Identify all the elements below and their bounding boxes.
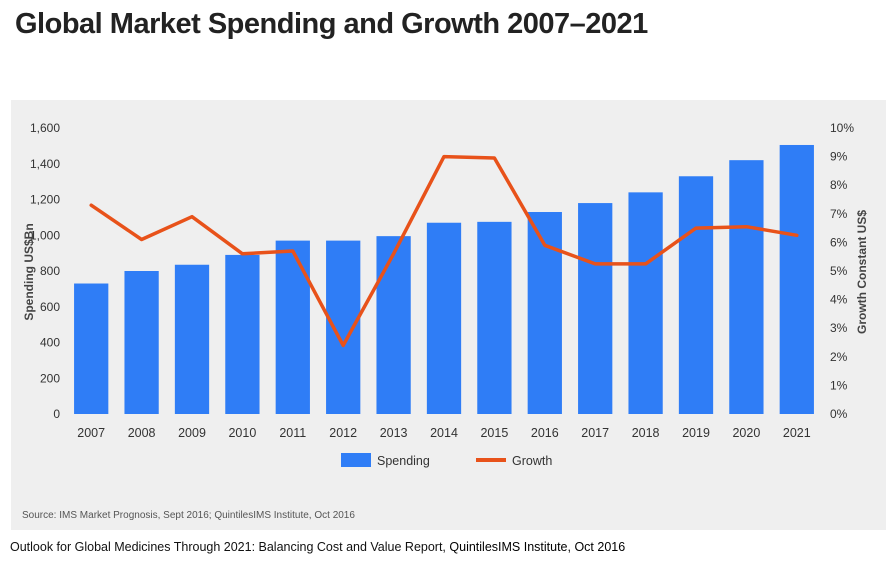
bar-spending bbox=[578, 203, 613, 414]
x-tick-label: 2012 bbox=[329, 426, 357, 440]
y-tick-label: 1,000 bbox=[30, 228, 60, 242]
x-tick-label: 2010 bbox=[228, 426, 256, 440]
y-tick-label: 1,400 bbox=[30, 157, 60, 171]
legend-swatch-spending bbox=[341, 453, 371, 467]
legend: Spending Growth bbox=[341, 453, 552, 468]
left-axis-ticks: 0 200 400 600 800 1,000 1,200 1,400 1,600 bbox=[30, 121, 60, 421]
caption: Outlook for Global Medicines Through 202… bbox=[10, 540, 625, 554]
bar-spending bbox=[628, 192, 663, 414]
y-tick-label: 0 bbox=[53, 407, 60, 421]
bar-spending bbox=[779, 144, 814, 414]
y2-tick-label: 1% bbox=[830, 378, 848, 392]
x-tick-label: 2019 bbox=[682, 426, 710, 440]
x-tick-label: 2013 bbox=[380, 426, 408, 440]
right-axis-ticks: 0% 1% 2% 3% 4% 5% 6% 7% 8% 9% 10% bbox=[830, 121, 854, 421]
y2-tick-label: 9% bbox=[830, 150, 848, 164]
bar-spending bbox=[174, 264, 210, 414]
y2-tick-label: 2% bbox=[830, 350, 848, 364]
bar-spending bbox=[426, 222, 462, 414]
y2-tick-label: 6% bbox=[830, 235, 848, 249]
y-tick-label: 800 bbox=[40, 264, 60, 278]
y-tick-label: 600 bbox=[40, 300, 60, 314]
bar-spending bbox=[275, 240, 310, 414]
bar-spending bbox=[225, 254, 260, 414]
y-tick-label: 400 bbox=[40, 336, 60, 350]
source-note: Source: IMS Market Prognosis, Sept 2016;… bbox=[22, 510, 355, 521]
bar-spending bbox=[124, 271, 159, 414]
y2-tick-label: 4% bbox=[830, 293, 848, 307]
y2-tick-label: 8% bbox=[830, 178, 848, 192]
caption-report: Outlook for Global Medicines Through 202… bbox=[10, 540, 446, 554]
x-tick-label: 2014 bbox=[430, 426, 458, 440]
legend-swatch-growth bbox=[476, 458, 506, 462]
bar-spending bbox=[477, 221, 512, 414]
bar-spending bbox=[678, 176, 714, 414]
x-tick-label: 2021 bbox=[783, 426, 811, 440]
y-tick-label: 200 bbox=[40, 371, 60, 385]
page-title: Global Market Spending and Growth 2007–2… bbox=[15, 8, 648, 40]
x-tick-label: 2009 bbox=[178, 426, 206, 440]
y2-tick-label: 7% bbox=[830, 207, 848, 221]
y2-tick-label: 0% bbox=[830, 407, 848, 421]
growth-line-layer bbox=[89, 154, 799, 348]
bar-spending bbox=[376, 236, 411, 414]
x-tick-label: 2018 bbox=[632, 426, 660, 440]
x-tick-label: 2020 bbox=[732, 426, 760, 440]
x-tick-label: 2008 bbox=[128, 426, 156, 440]
x-tick-label: 2015 bbox=[480, 426, 508, 440]
y-axis-label: Spending US$Bn bbox=[22, 223, 36, 320]
y2-axis-label: Growth Constant US$ bbox=[855, 210, 869, 334]
bar-spending bbox=[74, 283, 109, 414]
x-tick-label: 2007 bbox=[77, 426, 105, 440]
y-tick-label: 1,600 bbox=[30, 121, 60, 135]
y-tick-label: 1,200 bbox=[30, 193, 60, 207]
y2-tick-label: 3% bbox=[830, 321, 848, 335]
x-axis-ticks: 2007 2008 2009 2010 2011 2012 2013 2014 2015 2016… bbox=[77, 426, 810, 440]
y2-tick-label: 10% bbox=[830, 121, 854, 135]
legend-label-spending: Spending bbox=[377, 454, 430, 468]
bars bbox=[74, 144, 814, 414]
bar-spending bbox=[326, 240, 361, 414]
legend-label-growth: Growth bbox=[512, 454, 552, 468]
y2-tick-label: 5% bbox=[830, 264, 848, 278]
bar-spending bbox=[729, 160, 764, 414]
x-tick-label: 2011 bbox=[279, 426, 306, 440]
x-tick-label: 2016 bbox=[531, 426, 559, 440]
caption-source: QuintilesIMS Institute, Oct 2016 bbox=[445, 540, 626, 554]
x-tick-label: 2017 bbox=[581, 426, 609, 440]
